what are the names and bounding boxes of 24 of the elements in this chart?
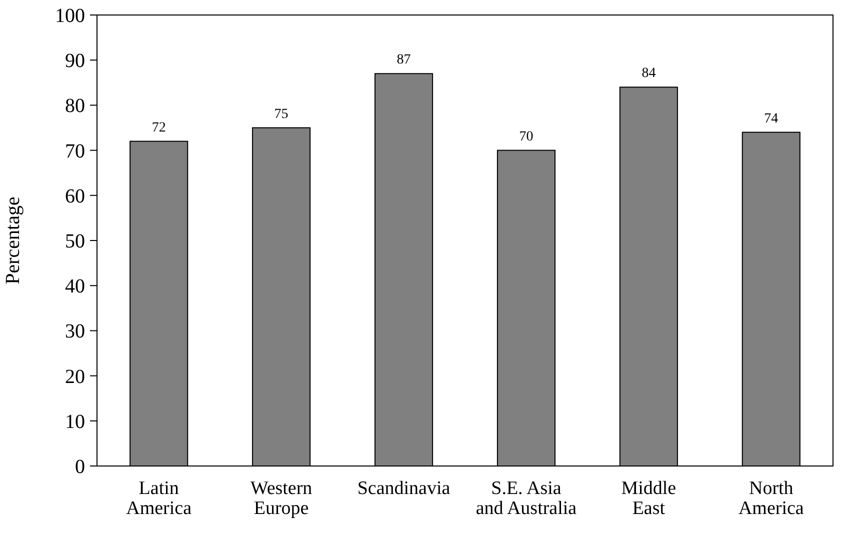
y-tick-label: 30 xyxy=(65,320,85,343)
data-label: 84 xyxy=(642,66,656,82)
y-tick-label: 60 xyxy=(65,185,85,208)
data-label: 72 xyxy=(152,120,166,136)
y-tick-label: 10 xyxy=(65,410,85,433)
y-tick-label: 40 xyxy=(65,276,85,298)
y-tick-label: 50 xyxy=(65,230,85,252)
y-tick-label: 90 xyxy=(65,50,85,72)
data-label: 75 xyxy=(274,106,288,122)
y-tick-label: 100 xyxy=(55,5,85,27)
x-tick-label: Middle East xyxy=(621,478,676,519)
x-tick-label: Latin America xyxy=(126,478,192,519)
x-tick-label: North America xyxy=(738,478,804,519)
y-tick-label: 80 xyxy=(65,95,85,118)
data-label: 87 xyxy=(396,52,411,68)
data-label: 70 xyxy=(519,129,534,144)
x-tick-label: Western Europe xyxy=(250,478,313,519)
y-tick-label: 0 xyxy=(75,456,85,478)
x-tick-label: S.E. Asia and Australia xyxy=(476,478,578,519)
y-tick-label: 20 xyxy=(65,366,85,388)
y-axis-title: Percentage xyxy=(2,196,24,284)
y-tick-label: 70 xyxy=(65,140,85,162)
x-tick-label: Scandinavia xyxy=(357,478,451,499)
data-label: 74 xyxy=(764,111,778,126)
